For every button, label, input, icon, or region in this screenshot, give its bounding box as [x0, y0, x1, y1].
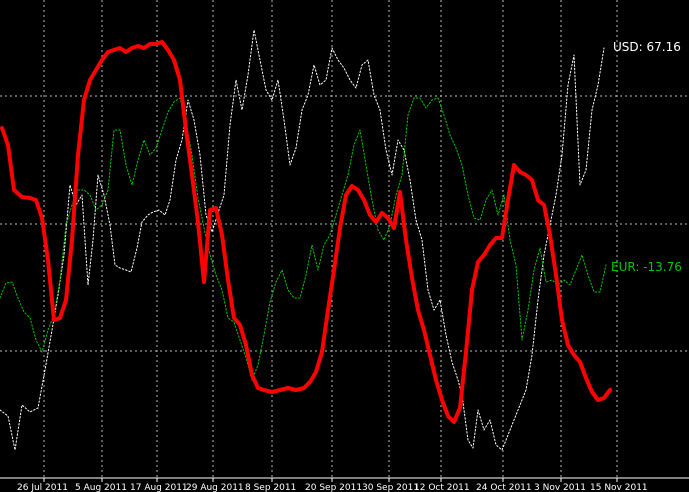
x-tick-label: 20 Sep 2011 — [305, 483, 362, 492]
x-tick-label: 8 Sep 2011 — [245, 483, 296, 492]
x-tick-label: 29 Aug 2011 — [186, 483, 244, 492]
x-tick-label: 24 Oct 2011 — [476, 483, 532, 492]
grid — [0, 0, 689, 478]
eur-series-line — [0, 97, 607, 381]
series-lines — [0, 29, 612, 451]
series-labels: USD: 67.16 EUR: -13.76 — [611, 40, 682, 274]
x-tick-label: 26 Jul 2011 — [17, 483, 68, 492]
indicator-series-line — [0, 40, 612, 424]
x-tick-label: 12 Oct 2011 — [414, 483, 470, 492]
usd-series-line — [0, 29, 605, 451]
usd-value-label: USD: 67.16 — [613, 40, 681, 54]
x-tick-label: 3 Nov 2011 — [534, 483, 586, 492]
x-tick-label: 15 Nov 2011 — [590, 483, 648, 492]
x-tick-label: 30 Sep 2011 — [362, 483, 419, 492]
x-tick-label: 5 Aug 2011 — [75, 483, 127, 492]
eur-value-label: EUR: -13.76 — [611, 260, 682, 274]
x-tick-label: 17 Aug 2011 — [130, 483, 188, 492]
